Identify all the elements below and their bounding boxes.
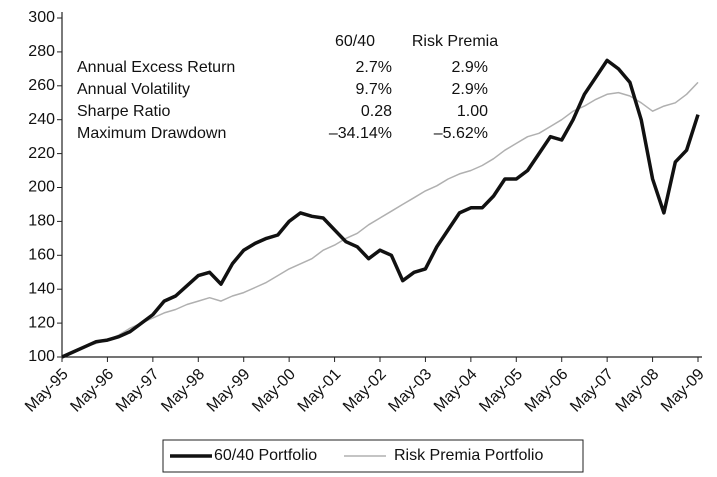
x-tick-label: May-02	[340, 366, 390, 416]
x-tick-label: May-95	[22, 366, 72, 416]
table-row-label: Sharpe Ratio	[77, 103, 170, 120]
table-cell: 9.7%	[356, 81, 392, 98]
x-tick-label: May-07	[567, 366, 617, 416]
x-tick-label: May-99	[204, 366, 254, 416]
table-header: Risk Premia	[412, 33, 498, 50]
table-cell: 2.9%	[452, 81, 488, 98]
table-row-label: Annual Excess Return	[77, 59, 235, 76]
table-cell: 2.7%	[356, 59, 392, 76]
table-header: 60/40	[335, 33, 375, 50]
x-tick-label: May-04	[431, 366, 481, 416]
x-tick-label: May-03	[385, 366, 435, 416]
y-tick-label: 280	[28, 43, 55, 60]
y-tick-label: 220	[28, 145, 55, 162]
table-cell: 0.28	[361, 103, 392, 120]
y-tick-label: 160	[28, 247, 55, 264]
x-tick-label: May-98	[158, 366, 208, 416]
y-tick-label: 100	[28, 348, 55, 365]
x-tick-label: May-00	[249, 366, 299, 416]
table-cell: 1.00	[457, 103, 488, 120]
x-tick-label: May-01	[295, 366, 345, 416]
y-tick-label: 240	[28, 111, 55, 128]
x-tick-label: May-09	[658, 366, 708, 416]
x-tick-label: May-97	[113, 366, 163, 416]
series-line	[61, 58, 700, 359]
y-tick-label: 140	[28, 280, 55, 297]
x-tick-label: May-96	[67, 366, 117, 416]
table-cell: –5.62%	[434, 125, 488, 142]
table-row-label: Annual Volatility	[77, 81, 190, 98]
x-tick-label: May-06	[522, 366, 572, 416]
y-tick-label: 180	[28, 213, 55, 230]
legend-label: Risk Premia Portfolio	[394, 447, 543, 464]
x-tick-label: May-08	[613, 366, 663, 416]
x-tick-label: May-05	[476, 366, 526, 416]
y-tick-label: 260	[28, 77, 55, 94]
legend-box	[162, 439, 584, 473]
y-tick-label: 300	[28, 9, 55, 26]
legend-label: 60/40 Portfolio	[214, 447, 317, 464]
y-tick-label: 120	[28, 314, 55, 331]
table-row-label: Maximum Drawdown	[77, 125, 226, 142]
table-cell: 2.9%	[452, 59, 488, 76]
y-tick-label: 200	[28, 179, 55, 196]
series-line	[61, 81, 699, 358]
table-cell: –34.14%	[329, 125, 392, 142]
